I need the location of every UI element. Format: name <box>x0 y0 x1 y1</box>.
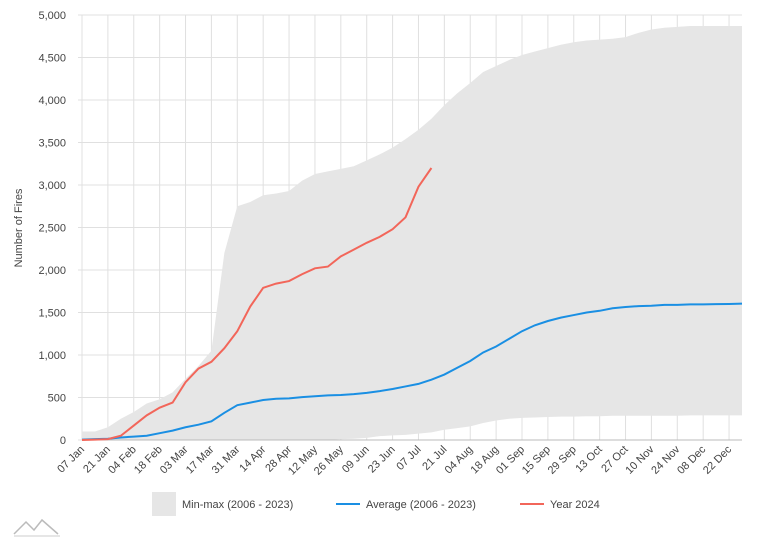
y-tick-label: 1,500 <box>38 308 66 320</box>
x-tick-label: 22 Dec <box>701 443 734 476</box>
x-tick-label: 29 Sep <box>546 444 579 477</box>
y-tick-label: 4,000 <box>38 95 66 107</box>
x-tick-label: 07 Jan <box>55 444 87 476</box>
y-tick-label: 3,000 <box>38 180 66 192</box>
x-tick-label: 04 Feb <box>106 444 139 477</box>
legend-label: Average (2006 - 2023) <box>366 499 476 511</box>
y-tick-label: 4,500 <box>38 53 66 65</box>
legend-label: Year 2024 <box>550 499 600 511</box>
y-tick-label: 1,000 <box>38 350 66 362</box>
x-tick-label: 07 Jul <box>394 444 423 473</box>
x-tick-label: 17 Mar <box>184 443 217 476</box>
y-tick-label: 0 <box>60 435 66 447</box>
y-tick-label: 3,500 <box>38 138 66 150</box>
legend-swatch <box>152 492 176 516</box>
x-tick-label: 26 May <box>312 443 346 477</box>
y-tick-label: 2,500 <box>38 223 66 235</box>
x-tick-label: 18 Feb <box>132 444 165 477</box>
logo <box>13 518 60 537</box>
series-line <box>81 167 433 441</box>
y-tick-label: 500 <box>48 393 66 405</box>
y-tick-label: 2,000 <box>38 265 66 277</box>
x-tick-label: 04 Aug <box>443 444 476 477</box>
x-tick-label: 31 Mar <box>210 443 243 476</box>
min-max-band <box>82 26 742 441</box>
x-tick-label: 23 Jun <box>366 444 398 476</box>
series-line <box>81 302 743 441</box>
legend-label: Min-max (2006 - 2023) <box>182 499 293 511</box>
y-axis-label: Number of Fires <box>13 188 25 267</box>
x-tick-label: 09 Jun <box>340 444 372 476</box>
x-tick-label: 14 Apr <box>237 443 268 474</box>
x-tick-label: 13 Oct <box>573 444 604 475</box>
x-tick-label: 03 Mar <box>158 443 191 476</box>
y-tick-label: 5,000 <box>38 10 66 22</box>
